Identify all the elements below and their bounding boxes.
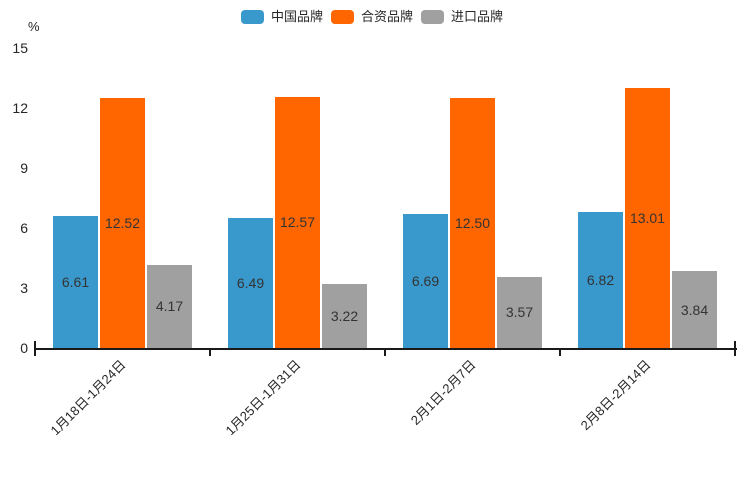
bar-合资品牌-2	[275, 96, 320, 348]
legend-swatch-icon	[330, 10, 354, 24]
bar-进口品牌-4	[672, 271, 717, 348]
y-axis-unit-label: %	[28, 19, 40, 34]
legend-label: 中国品牌	[270, 9, 323, 24]
legend-item-series-2[interactable]: 合资品牌	[330, 7, 413, 27]
y-axis-tick-label: 6	[20, 220, 28, 236]
y-axis-tick-label: 9	[20, 160, 28, 176]
legend-swatch-icon	[421, 10, 444, 24]
x-axis-category-label: 1月18日-1月24日	[46, 357, 129, 439]
bar-value-label: 4.17	[155, 298, 184, 315]
y-axis-tick-label: 15	[12, 40, 28, 56]
legend-swatch-icon	[240, 10, 264, 24]
x-axis-tick	[734, 348, 736, 356]
legend: 中国品牌 合资品牌 进口品牌	[0, 7, 744, 27]
bar-value-label: 12.52	[104, 214, 141, 231]
bar-中国品牌-4	[578, 211, 623, 348]
bar-合资品牌-1	[100, 97, 145, 348]
bar-value-label: 3.57	[505, 304, 534, 321]
legend-item-series-3[interactable]: 进口品牌	[421, 7, 503, 27]
bar-进口品牌-1	[147, 264, 192, 348]
y-axis-tick-label: 3	[20, 280, 28, 296]
bar-value-label: 12.57	[279, 214, 316, 231]
bar-value-label: 3.84	[680, 301, 709, 318]
x-axis-category-label: 1月25日-1月31日	[221, 357, 304, 439]
bar-合资品牌-4	[625, 87, 670, 348]
bar-value-label: 3.22	[330, 307, 359, 324]
x-axis-tick	[209, 348, 211, 356]
bar-value-label: 12.50	[454, 215, 491, 231]
bar-中国品牌-2	[228, 218, 273, 348]
bar-进口品牌-2	[322, 283, 367, 348]
legend-label: 合资品牌	[360, 9, 413, 24]
bar-中国品牌-1	[53, 215, 98, 348]
legend-label: 进口品牌	[451, 9, 504, 24]
x-axis-line	[35, 348, 737, 350]
x-axis-end-cap	[34, 341, 36, 348]
x-axis-category-label: 2月1日-2月7日	[407, 357, 479, 428]
x-axis-category-label: 2月8日-2月14日	[577, 357, 654, 434]
x-axis-tick	[559, 348, 561, 356]
y-axis-tick-label: 0	[20, 340, 28, 356]
legend-item-series-1[interactable]: 中国品牌	[240, 7, 323, 27]
x-axis-tick	[34, 348, 36, 356]
bar-value-label: 6.61	[61, 273, 90, 290]
bar-value-label: 6.69	[411, 273, 440, 290]
bar-value-label: 13.01	[629, 209, 666, 226]
bar-中国品牌-3	[403, 214, 448, 348]
bar-合资品牌-3	[450, 98, 495, 348]
y-axis-tick-label: 12	[12, 100, 28, 116]
x-axis-end-cap	[734, 341, 736, 348]
bar-value-label: 6.49	[236, 275, 265, 292]
bar-value-label: 6.82	[586, 271, 615, 288]
bar-进口品牌-3	[497, 276, 542, 348]
x-axis-tick	[384, 348, 386, 356]
